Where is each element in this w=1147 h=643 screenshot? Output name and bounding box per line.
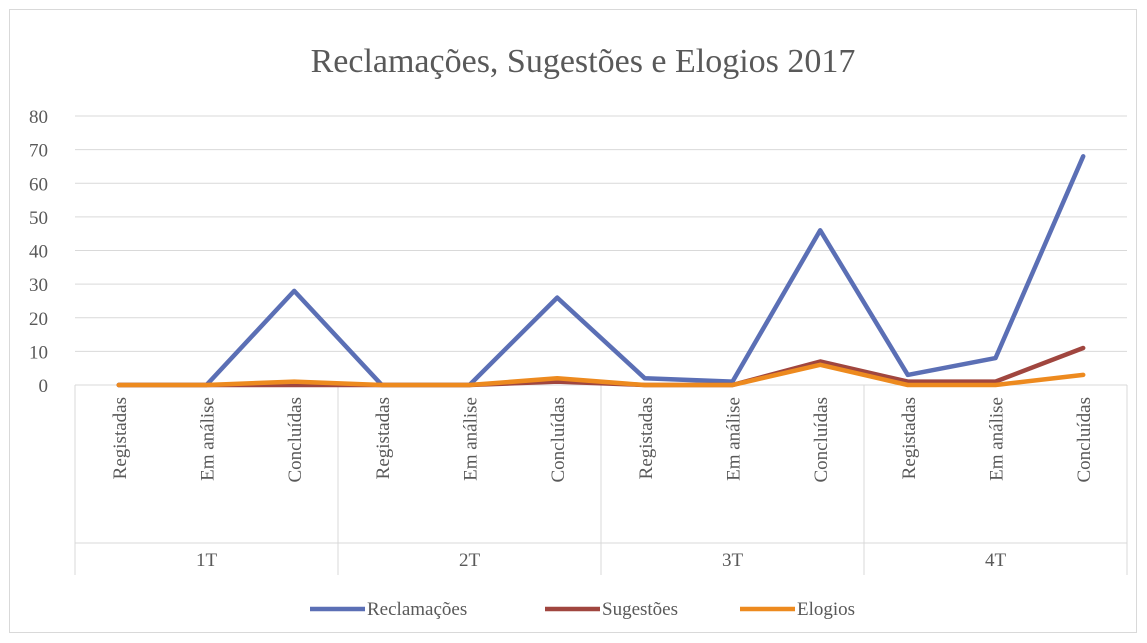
legend: Reclamações Sugestões Elogios <box>310 599 855 620</box>
x-category-label: Registadas <box>899 397 920 479</box>
x-category-label: Registadas <box>373 397 394 479</box>
x-group-label: 3T <box>722 550 744 571</box>
x-category-label: Registadas <box>636 397 657 479</box>
x-group-label: 4T <box>985 550 1007 571</box>
x-category-label: Concluídas <box>811 397 832 483</box>
y-tick-label: 20 <box>29 309 48 330</box>
y-axis-ticks: 0 10 20 30 40 50 60 70 80 <box>29 107 48 397</box>
x-category-label: Em análise <box>198 397 219 481</box>
x-category-label: Concluídas <box>548 397 569 483</box>
y-tick-label: 10 <box>29 342 48 363</box>
gridlines <box>75 115 1127 352</box>
x-category-label: Registadas <box>110 397 131 479</box>
series-line-elogios <box>116 362 1086 388</box>
x-group-label: 2T <box>459 550 481 571</box>
legend-label: Reclamações <box>367 599 467 620</box>
legend-label: Sugestões <box>602 599 678 620</box>
y-tick-label: 80 <box>29 107 48 128</box>
series-lines <box>116 154 1086 388</box>
x-group-label: 1T <box>196 550 218 571</box>
x-category-label: Concluídas <box>1074 397 1095 483</box>
x-category-label: Concluídas <box>285 397 306 483</box>
y-tick-label: 30 <box>29 275 48 296</box>
y-tick-label: 70 <box>29 141 48 162</box>
y-tick-label: 0 <box>39 376 49 397</box>
chart-title: Reclamações, Sugestões e Elogios 2017 <box>311 43 856 80</box>
chart-frame <box>9 9 1137 633</box>
y-tick-label: 50 <box>29 208 48 229</box>
series-line-reclamações <box>116 154 1086 388</box>
y-tick-label: 40 <box>29 242 48 263</box>
x-axis: Registadas Em análise Concluídas 1T Registad… <box>74 384 1128 575</box>
x-category-label: Em análise <box>461 397 482 481</box>
x-category-label: Em análise <box>987 397 1008 481</box>
x-category-label: Em análise <box>724 397 745 481</box>
legend-label: Elogios <box>797 599 855 620</box>
y-tick-label: 60 <box>29 174 48 195</box>
